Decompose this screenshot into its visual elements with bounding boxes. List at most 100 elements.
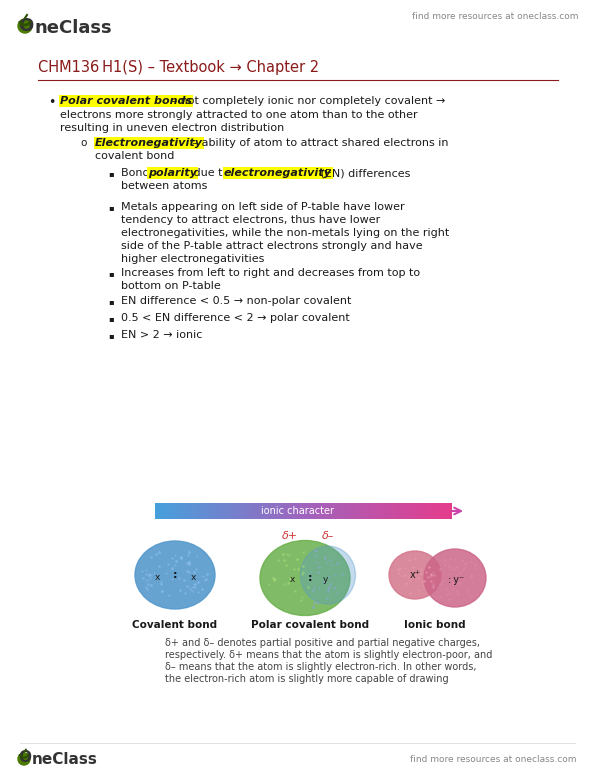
Bar: [183, 503, 185, 519]
Bar: [435, 503, 437, 519]
Bar: [208, 503, 211, 519]
Bar: [272, 503, 274, 519]
Ellipse shape: [389, 551, 441, 599]
Bar: [349, 503, 351, 519]
Text: ▪: ▪: [108, 203, 114, 212]
Text: x: x: [190, 573, 196, 581]
Text: Bond: Bond: [121, 168, 153, 178]
Bar: [251, 503, 253, 519]
Bar: [217, 503, 219, 519]
Bar: [419, 503, 421, 519]
Bar: [198, 503, 200, 519]
Bar: [155, 503, 157, 519]
Bar: [207, 503, 209, 519]
Ellipse shape: [260, 541, 350, 615]
Text: ▪: ▪: [108, 314, 114, 323]
Bar: [248, 503, 250, 519]
Bar: [374, 503, 377, 519]
Bar: [260, 503, 262, 519]
Bar: [201, 503, 203, 519]
Bar: [192, 503, 194, 519]
Bar: [164, 503, 166, 519]
Bar: [347, 503, 350, 519]
Bar: [404, 503, 406, 519]
Bar: [181, 503, 184, 519]
Ellipse shape: [424, 549, 486, 607]
Bar: [229, 503, 231, 519]
Bar: [237, 503, 239, 519]
Bar: [165, 503, 167, 519]
Bar: [434, 503, 436, 519]
Bar: [345, 503, 347, 519]
Text: due to: due to: [190, 168, 233, 178]
Text: neClass: neClass: [34, 19, 112, 37]
Bar: [226, 503, 228, 519]
Bar: [278, 503, 280, 519]
Bar: [343, 503, 345, 519]
Text: find more resources at oneclass.com: find more resources at oneclass.com: [411, 755, 577, 764]
Bar: [361, 503, 363, 519]
Bar: [397, 503, 399, 519]
Text: Increases from left to right and decreases from top to: Increases from left to right and decreas…: [121, 268, 420, 278]
Bar: [334, 503, 336, 519]
Bar: [287, 503, 289, 519]
Bar: [259, 503, 261, 519]
Bar: [289, 503, 290, 519]
Bar: [383, 503, 386, 519]
Text: Metals appearing on left side of P-table have lower: Metals appearing on left side of P-table…: [121, 202, 405, 212]
Bar: [268, 503, 270, 519]
Bar: [220, 503, 222, 519]
Bar: [337, 503, 339, 519]
Bar: [247, 503, 249, 519]
Bar: [367, 503, 369, 519]
Bar: [193, 503, 196, 519]
Text: 0.5 < EN difference < 2 → polar covalent: 0.5 < EN difference < 2 → polar covalent: [121, 313, 350, 323]
Bar: [299, 503, 300, 519]
Bar: [440, 503, 441, 519]
Bar: [176, 503, 178, 519]
Bar: [449, 503, 450, 519]
Bar: [392, 503, 394, 519]
Text: Electronegativity: Electronegativity: [95, 138, 203, 148]
Bar: [184, 503, 187, 519]
Bar: [380, 503, 383, 519]
Text: y: y: [322, 575, 328, 584]
Bar: [158, 503, 160, 519]
Bar: [400, 503, 402, 519]
Bar: [336, 503, 338, 519]
Bar: [286, 503, 287, 519]
Bar: [441, 503, 443, 519]
Text: polarity: polarity: [148, 168, 197, 178]
Text: o: o: [80, 138, 86, 148]
Bar: [314, 503, 315, 519]
Text: tendency to attract electrons, thus have lower: tendency to attract electrons, thus have…: [121, 215, 380, 225]
Bar: [356, 503, 359, 519]
Bar: [222, 503, 224, 519]
Bar: [263, 503, 265, 519]
Bar: [302, 503, 303, 519]
Bar: [275, 503, 277, 519]
Bar: [283, 503, 284, 519]
Bar: [377, 503, 380, 519]
Text: : y⁻: : y⁻: [448, 575, 464, 585]
Bar: [242, 503, 245, 519]
Bar: [241, 503, 243, 519]
Bar: [254, 503, 256, 519]
Bar: [358, 503, 360, 519]
Bar: [284, 503, 286, 519]
Bar: [159, 503, 161, 519]
Bar: [446, 503, 447, 519]
Circle shape: [18, 19, 32, 33]
Bar: [196, 503, 199, 519]
Bar: [292, 503, 293, 519]
Bar: [437, 503, 439, 519]
Text: bottom on P-table: bottom on P-table: [121, 281, 221, 291]
Bar: [269, 503, 271, 519]
Bar: [228, 503, 230, 519]
Text: :: :: [308, 573, 312, 583]
Bar: [271, 503, 273, 519]
Bar: [325, 503, 327, 519]
Bar: [417, 503, 419, 519]
Text: ▪: ▪: [108, 297, 114, 306]
Bar: [389, 503, 391, 519]
